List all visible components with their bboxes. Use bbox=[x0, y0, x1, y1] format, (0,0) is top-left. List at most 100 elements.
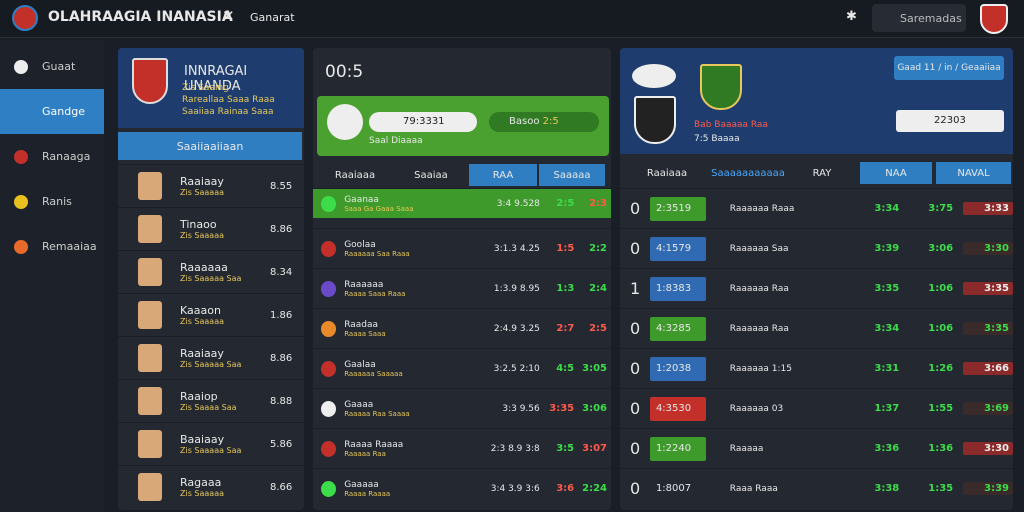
column-header[interactable]: NAVAL bbox=[936, 162, 1011, 184]
nav-icon bbox=[14, 194, 28, 209]
nav-item[interactable]: Remaaiaa bbox=[0, 224, 104, 269]
close-icon[interactable]: ✕ bbox=[222, 7, 235, 25]
left-panel: INNRAGAI UNANDA Zis Saaing Rareallaa Saaa… bbox=[118, 48, 304, 510]
period: 0 bbox=[630, 239, 641, 258]
team-name: Raaaaaa Saa bbox=[729, 243, 789, 254]
team-name: Raaaaaa 1:15 bbox=[729, 363, 792, 374]
odds: 3:07 bbox=[582, 443, 607, 454]
team-name: Gaalaa bbox=[344, 359, 376, 370]
stat: 3:35 bbox=[963, 322, 1013, 335]
column-header[interactable]: Saaiaa bbox=[414, 169, 448, 181]
avatar bbox=[138, 430, 162, 458]
stat: 1:55 bbox=[928, 403, 954, 414]
match-sub: 7:5 Baaaa bbox=[694, 134, 740, 144]
period: 0 bbox=[630, 399, 641, 418]
column-header[interactable]: RAY bbox=[812, 167, 832, 179]
column-header[interactable]: NAA bbox=[860, 162, 932, 184]
score: 3:1.3 4.25 bbox=[493, 243, 540, 254]
player-row: Raaiaay Zis Saaaaa Saa 8.86 bbox=[118, 336, 304, 379]
stat: 3:38 bbox=[874, 483, 900, 494]
match-row: Gaaaaa Raaaa Raaaa 3:4 3.9 3:6 3:6 2:24 bbox=[313, 468, 611, 508]
match-row: Gaanaa Saaa Ga Gaaa Saaa 3:4 9.528 2:5 2:3 bbox=[313, 188, 611, 218]
stat: 3:39 bbox=[963, 482, 1013, 495]
score: 22303 bbox=[896, 110, 1004, 132]
nav-item[interactable]: Gandge bbox=[0, 89, 104, 134]
odds: 1:3 bbox=[556, 283, 575, 294]
button[interactable]: Gaad 11 / in / Geaaiiaa bbox=[894, 56, 1004, 80]
odds: 2:24 bbox=[582, 483, 607, 494]
player-sub: Zis Saaaaa bbox=[180, 317, 225, 326]
tab[interactable]: Ganarat bbox=[250, 11, 295, 24]
settings-icon[interactable]: ✱ bbox=[846, 9, 857, 24]
player-text: Baaiaay Zis Saaaaa Saa bbox=[180, 433, 270, 455]
score: 79:3331 bbox=[369, 112, 477, 132]
nav-item[interactable]: Ranis bbox=[0, 179, 104, 224]
team-name: Gaaaa bbox=[344, 399, 374, 410]
stat: 3:35 bbox=[963, 282, 1013, 295]
team-info: Zis Saaing Rareallaa Saaa Raaa Saaiiaa Rai… bbox=[182, 82, 275, 118]
column-header[interactable]: RAA bbox=[469, 164, 537, 186]
nav-item[interactable]: Guaat bbox=[0, 44, 104, 89]
nav-item[interactable]: Ranaaga bbox=[0, 134, 104, 179]
stat: 3:34 bbox=[874, 203, 900, 214]
column-header[interactable]: Raaiaaa bbox=[646, 167, 688, 179]
odds: 3:35 bbox=[549, 403, 575, 414]
nav-icon bbox=[14, 239, 28, 254]
featured-match: 79:3331 Saal Diaaaa Basoo 2:5 bbox=[317, 96, 609, 156]
column-header[interactable]: Saaaaaaaaaaa bbox=[711, 167, 785, 179]
team-name: Raaaa Raaaa bbox=[344, 439, 404, 450]
time: 00:5 bbox=[325, 62, 364, 82]
player-text: Raaiaay Zis Saaaaa bbox=[180, 175, 270, 197]
team-text: Gaaaaa Raaaa Raaaa bbox=[344, 480, 448, 498]
right-panel: Bab Baaaaa Raa 7:5 Baaaa Gaad 11 / in / … bbox=[620, 48, 1013, 510]
odds: 2:3 bbox=[589, 198, 608, 209]
team-name: Raaaaaa bbox=[344, 279, 384, 290]
stat: 3:06 bbox=[928, 243, 954, 254]
player-sub: Zis Saaaaa bbox=[180, 489, 225, 498]
nav-label: Ranaaga bbox=[42, 150, 91, 163]
team-name: Gaaaaa bbox=[344, 479, 379, 490]
team-sub: Raaaa Saaa bbox=[344, 329, 386, 338]
team-name: Raaaaaa Raa bbox=[729, 323, 789, 334]
result: 1:8007 bbox=[649, 476, 706, 501]
player-sub: Zis Saaaaa Saa bbox=[180, 274, 242, 283]
tag-score: 2:5 bbox=[542, 116, 559, 127]
result-row: 0 1:8007 Raaa Raaa 3:38 1:35 3:39 bbox=[620, 468, 1013, 508]
nav-icon bbox=[14, 59, 28, 74]
avatar bbox=[138, 172, 162, 200]
period: 0 bbox=[630, 319, 641, 338]
odds: 3:6 bbox=[556, 483, 575, 494]
player-text: Ragaaa Zis Saaaaa bbox=[180, 476, 270, 498]
stat: 3:66 bbox=[963, 362, 1013, 375]
player-row: Kaaaon Zis Saaaaa 1.86 bbox=[118, 293, 304, 336]
player-row: Raaiaay Zis Saaaaa 8.55 bbox=[118, 164, 304, 207]
column-header[interactable]: Saaaaa bbox=[539, 164, 605, 186]
team-text: Raaaaaa Raaaa Saaa Raaa bbox=[344, 280, 449, 298]
result-row: 1 1:8383 Raaaaaa Raa 3:35 1:06 3:35 bbox=[620, 268, 1013, 308]
match-row: Gaalaa Raaaaaa Saaaaa 3:2.5 2:10 4:5 3:05 bbox=[313, 348, 611, 388]
stat: 3:30 bbox=[963, 442, 1013, 455]
avatar bbox=[138, 344, 162, 372]
result-row: 0 1:2038 Raaaaaa 1:15 3:31 1:26 3:66 bbox=[620, 348, 1013, 388]
list-tab[interactable]: Saaiiaaiiaan bbox=[118, 132, 302, 160]
team-crest bbox=[132, 58, 168, 104]
match-row: Raadaa Raaaa Saaa 2:4.9 3.25 2:7 2:5 bbox=[313, 308, 611, 348]
player: Saal Diaaaa bbox=[369, 136, 423, 146]
player-value: 8.34 bbox=[270, 266, 293, 278]
search[interactable]: Saremadas bbox=[872, 4, 966, 32]
odds: 3:06 bbox=[582, 403, 607, 414]
result-row: 0 4:1579 Raaaaaa Saa 3:39 3:06 3:30 bbox=[620, 228, 1013, 268]
team-sub: Raaaaa Raa Saaaa bbox=[344, 409, 410, 418]
avatar bbox=[138, 301, 162, 329]
result: 1:8383 bbox=[649, 276, 706, 301]
player-name: Raaiaay bbox=[180, 347, 224, 360]
team-text: Raaaa Raaaa Raaaaa Raa bbox=[344, 440, 448, 458]
team-sub: Raaaa Raaaa bbox=[344, 489, 391, 498]
middle-panel: 00:5 79:3331 Saal Diaaaa Basoo 2:5 Raaia… bbox=[313, 48, 611, 510]
result: 4:3285 bbox=[649, 316, 706, 341]
column-header[interactable]: Raaiaaa bbox=[334, 169, 376, 181]
nav-label: Guaat bbox=[42, 60, 76, 73]
team-title: INNRAGAI UNANDA bbox=[184, 64, 248, 94]
player-text: Tinaoo Zis Saaaaa bbox=[180, 218, 270, 240]
match-row: Gaaaa Raaaaa Raa Saaaa 3:3 9.56 3:35 3:06 bbox=[313, 388, 611, 428]
